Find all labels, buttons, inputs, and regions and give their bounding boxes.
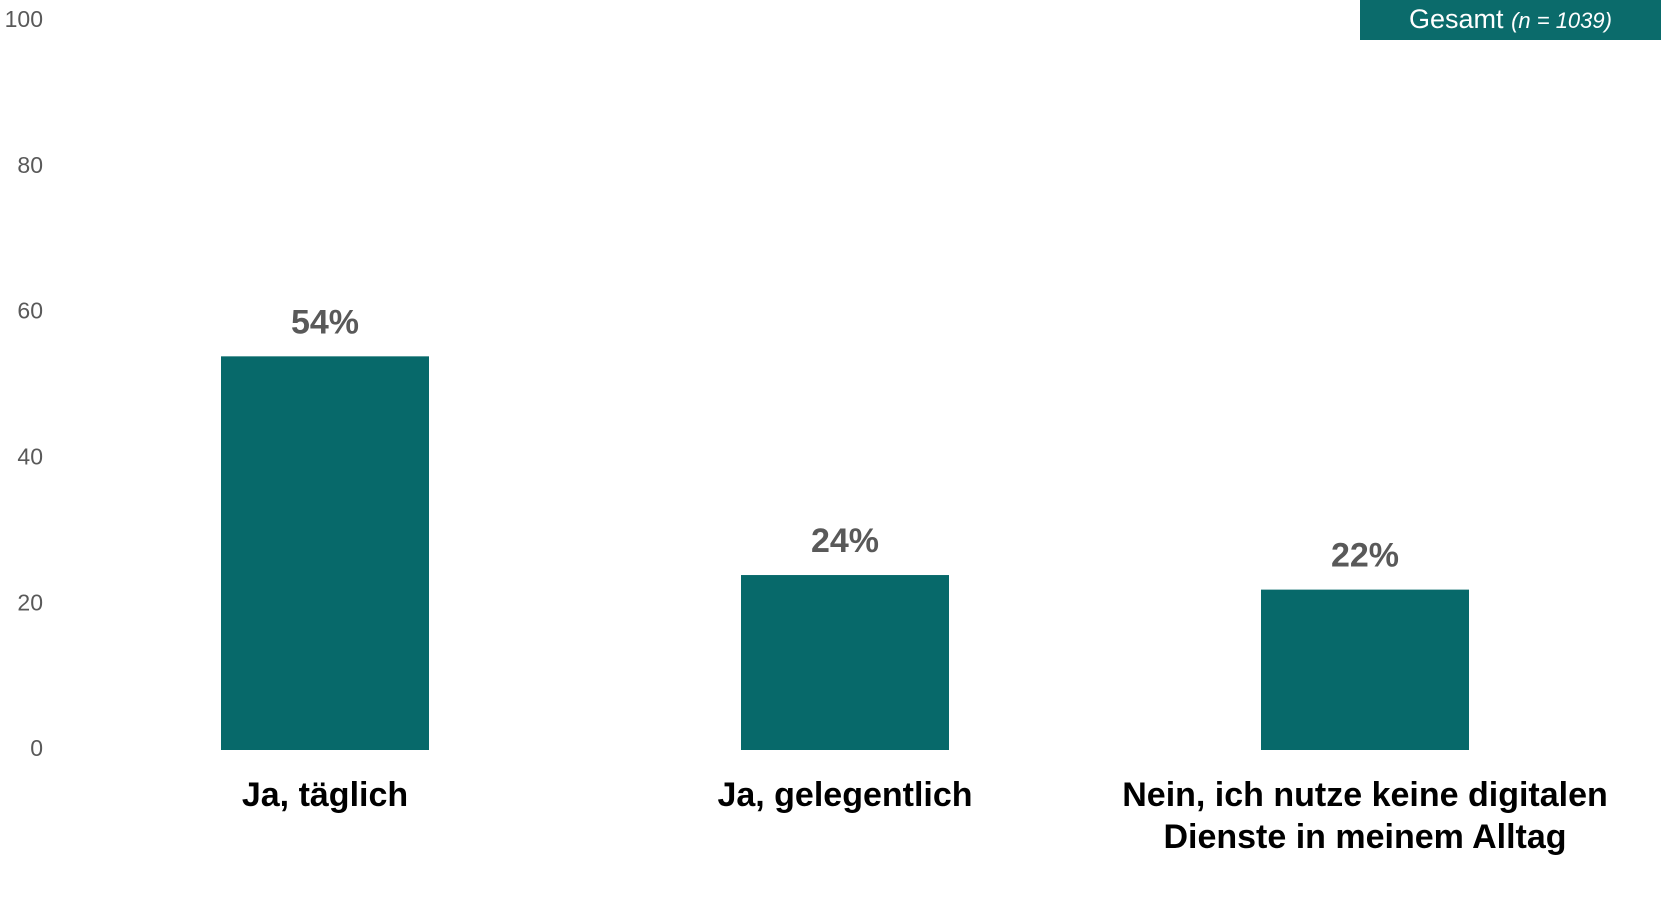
y-tick-label: 60 [17,298,43,324]
value-label: 54% [291,303,359,341]
value-label: 22% [1331,537,1399,575]
bar [741,575,949,750]
legend-label: Gesamt [1409,4,1504,34]
legend-note: (n = 1039) [1511,8,1612,33]
bar [221,356,429,750]
y-tick-label: 80 [17,152,43,178]
y-tick-label: 40 [17,443,43,469]
y-tick-label: 20 [17,589,43,615]
x-tick-label: Ja, täglich [241,776,409,814]
x-tick-label: Ja, gelegentlich [717,776,973,814]
value-label: 24% [811,522,879,560]
y-tick-label: 100 [5,6,43,32]
x-tick-label: Nein, ich nutze keine digitalen Dienste … [1122,776,1608,856]
y-tick-label: 0 [30,735,43,761]
bar [1261,589,1469,750]
legend: Gesamt (n = 1039) [1360,0,1661,40]
